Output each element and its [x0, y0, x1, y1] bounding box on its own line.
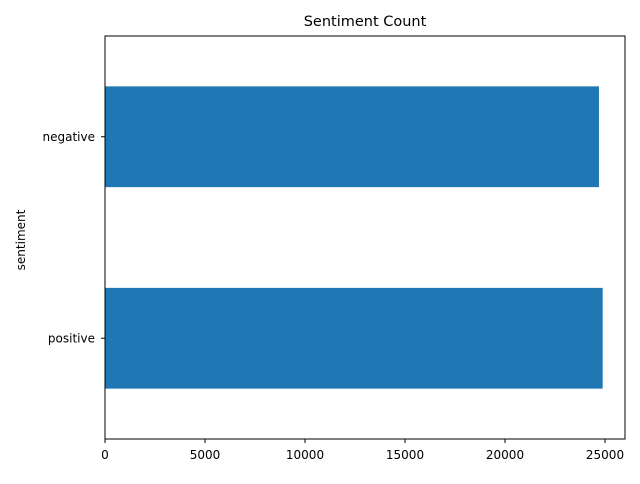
bar-positive — [105, 287, 603, 389]
x-tick-label: 20000 — [486, 448, 524, 462]
chart-title: Sentiment Count — [304, 14, 427, 30]
x-tick-label: 15000 — [386, 448, 424, 462]
x-tick-label: 5000 — [190, 448, 221, 462]
y-tick-label: negative — [43, 130, 95, 144]
ticks-layer: positive negative 0 5000 10000 15000 20000 2500… — [43, 130, 625, 462]
bars-layer — [105, 86, 603, 389]
x-tick-label: 0 — [101, 448, 109, 462]
plot-frame — [104, 35, 626, 440]
y-axis-label: sentiment — [14, 209, 28, 270]
x-tick-label: 25000 — [586, 448, 624, 462]
x-tick-label: 10000 — [286, 448, 324, 462]
y-tick-label: positive — [48, 331, 95, 345]
bar-negative — [105, 86, 599, 188]
